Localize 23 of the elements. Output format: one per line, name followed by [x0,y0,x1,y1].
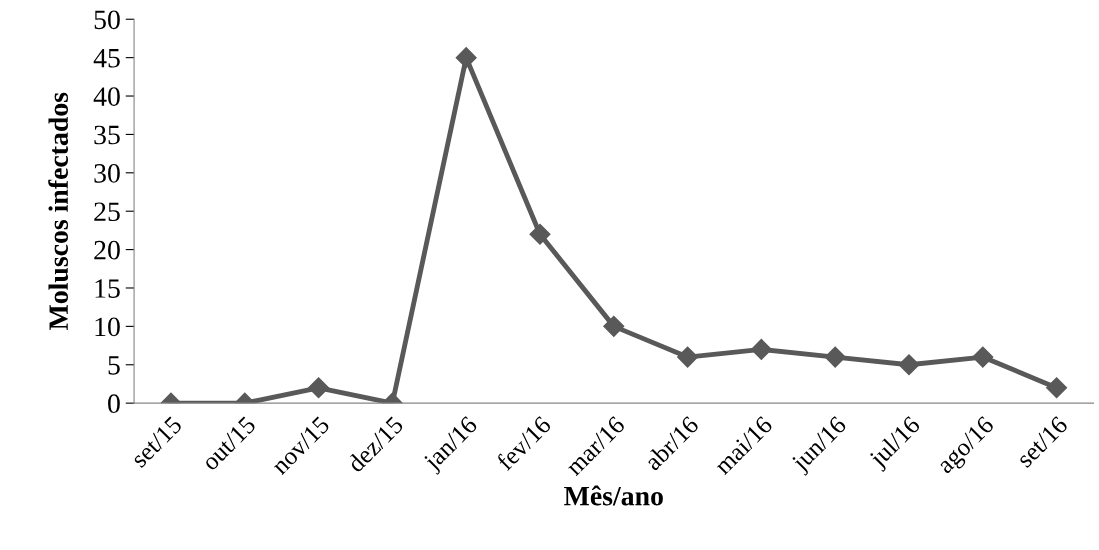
point [824,346,846,368]
point [603,315,625,337]
y-tick-label: 20 [94,240,120,260]
point [1046,377,1068,399]
y-tick-label: 25 [94,202,120,222]
y-tick-label: 50 [94,10,120,30]
point [898,354,920,376]
point [972,346,994,368]
point [677,346,699,368]
y-tick-label: 10 [95,317,120,337]
point [750,338,772,360]
y-tick-label: 5 [108,356,120,375]
y-tick-label: 40 [93,87,120,106]
y-tick-label: 15 [95,279,120,298]
point [455,47,477,69]
y-axis-title: Moluscos infectados [48,92,69,330]
y-tick-label: 35 [94,125,120,145]
point [308,377,330,399]
y-tick-label: 30 [94,163,120,183]
x-axis-title: Mês/ano [564,485,663,506]
point [529,223,551,245]
y-tick-label: 0 [108,394,120,414]
y-tick-label: 45 [93,48,120,68]
